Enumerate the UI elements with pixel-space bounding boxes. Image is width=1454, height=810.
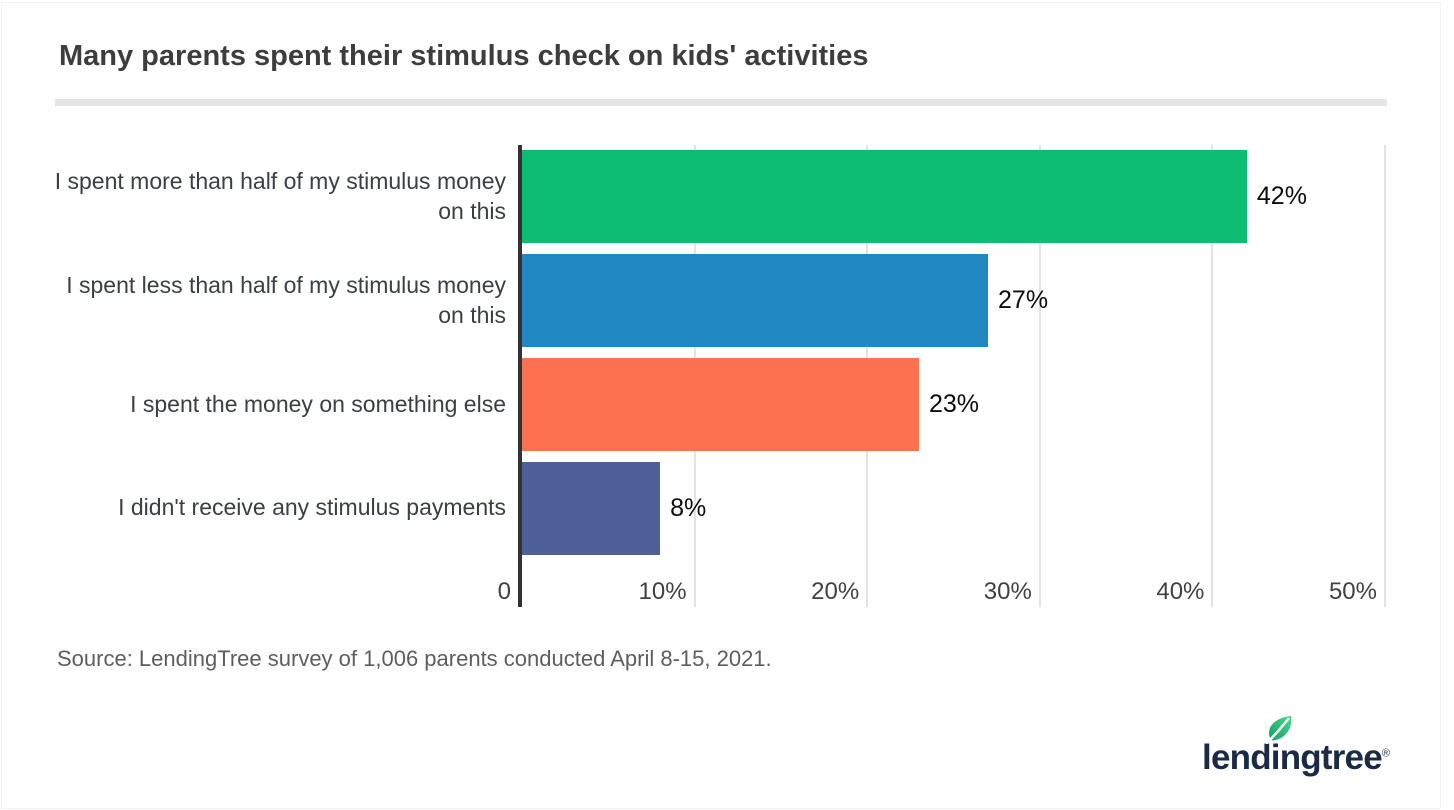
value-label: 42% xyxy=(1256,182,1307,211)
y-axis-line xyxy=(518,145,522,607)
page-title: Many parents spent their stimulus check … xyxy=(59,40,869,72)
title-divider xyxy=(55,99,1387,106)
gridline-40 xyxy=(1211,145,1214,607)
gridline-50 xyxy=(1384,145,1386,607)
value-label: 8% xyxy=(670,493,707,522)
x-tick-label: 40% xyxy=(1156,578,1205,605)
bar xyxy=(522,254,989,348)
registered-mark: ® xyxy=(1381,747,1390,760)
category-label: I spent less than half of my stimulus mo… xyxy=(66,272,506,328)
bar-row: I spent less than half of my stimulus mo… xyxy=(0,249,1454,353)
bar-row: I spent more than half of my stimulus mo… xyxy=(0,145,1454,249)
x-tick-label: 20% xyxy=(811,578,860,605)
bar-row: I didn't receive any stimulus payments 8% xyxy=(0,456,1454,560)
value-label: 23% xyxy=(928,389,980,418)
bar xyxy=(522,357,919,451)
gridline-30 xyxy=(1038,145,1041,607)
x-tick-label: 0 xyxy=(497,578,511,605)
category-label: I spent more than half of my stimulus mo… xyxy=(54,168,506,224)
leaf-icon xyxy=(1265,716,1292,744)
category-label: I spent the money on something else xyxy=(130,390,506,417)
bar-row: I spent the money on something else 23% xyxy=(0,353,1454,457)
bar xyxy=(522,150,1247,244)
logo-wordmark: lendingtree® xyxy=(1202,716,1390,778)
x-tick-label: 30% xyxy=(983,578,1032,605)
source-note: Source: LendingTree survey of 1,006 pare… xyxy=(57,646,772,671)
category-label: I didn't receive any stimulus payments xyxy=(118,494,506,521)
lendingtree-logo: lendingtree® xyxy=(1202,716,1390,782)
x-tick-label: 50% xyxy=(1328,578,1377,605)
x-tick-label: 10% xyxy=(638,578,687,605)
value-label: 27% xyxy=(998,286,1049,315)
bar xyxy=(522,461,661,555)
